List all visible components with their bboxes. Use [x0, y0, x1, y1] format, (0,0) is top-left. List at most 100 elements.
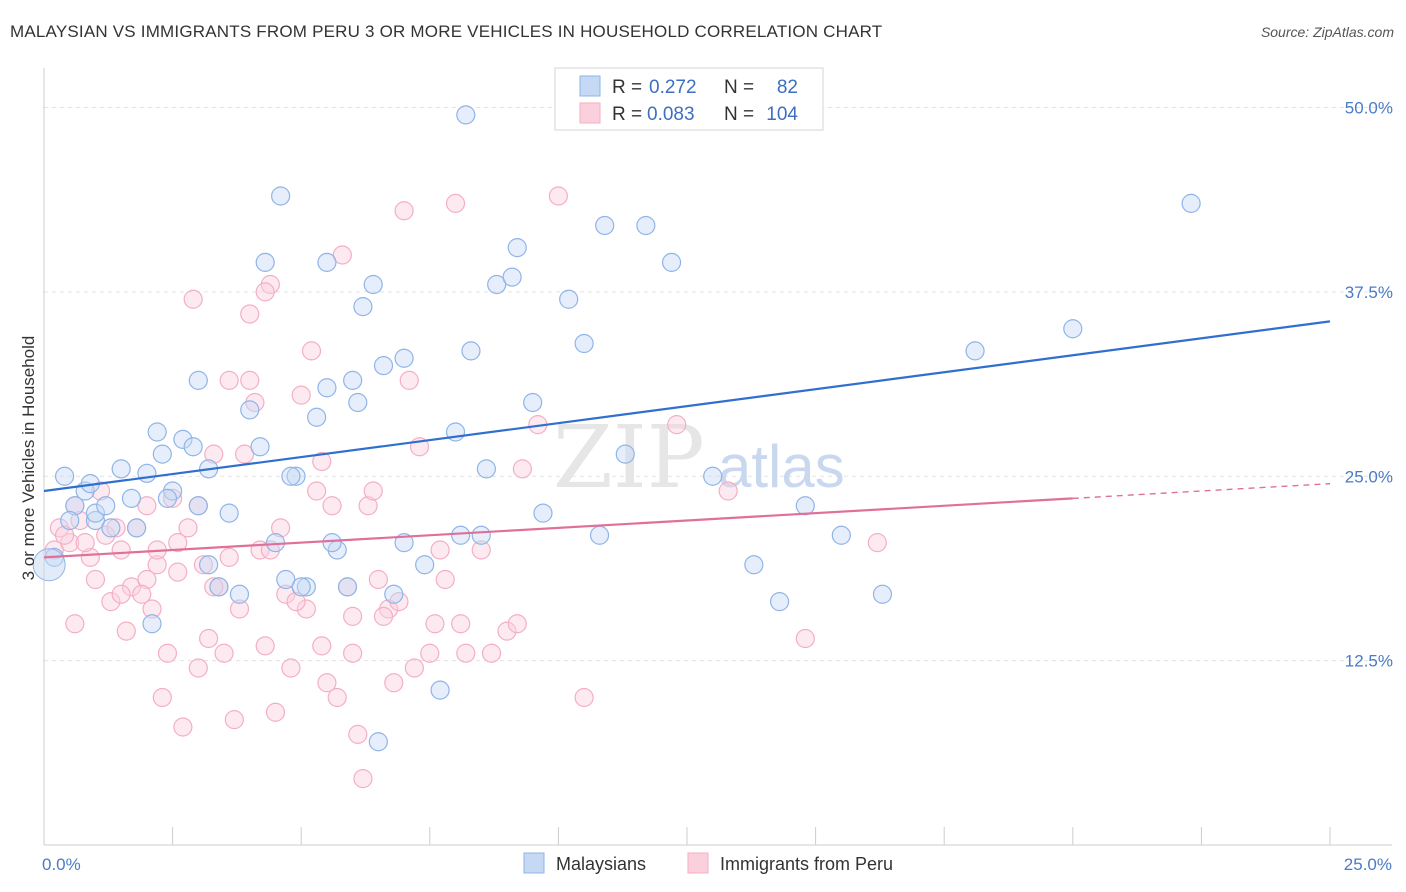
malaysian-point: [276, 569, 296, 590]
malaysian-point: [769, 592, 790, 612]
peru-point: [348, 724, 368, 744]
peru-point: [307, 481, 327, 501]
peru-point: [271, 518, 291, 538]
malaysian-point: [661, 252, 682, 272]
legend-n-label-1: N =: [724, 77, 754, 98]
malaysian-point: [487, 274, 507, 295]
malaysian-point: [394, 533, 414, 553]
peru-point: [142, 599, 162, 619]
peru-point: [70, 510, 90, 531]
malaysian-point: [96, 496, 116, 516]
peru-point: [867, 533, 887, 553]
peru-point: [353, 769, 373, 789]
peru-point: [255, 636, 275, 656]
malaysian-point: [507, 238, 527, 258]
malaysian-point: [451, 525, 471, 545]
malaysian-point: [595, 215, 615, 236]
malaysian-point: [373, 356, 394, 376]
x-tick-label-max: 25.0%: [1344, 855, 1392, 874]
malaysian-point: [461, 341, 481, 361]
peru-point: [255, 282, 275, 302]
peru-point: [163, 488, 183, 508]
peru-point: [373, 606, 394, 626]
peru-point: [137, 569, 157, 590]
peru-point: [512, 459, 532, 479]
peru-point: [317, 673, 337, 693]
watermark-atlas: atlas: [718, 433, 845, 500]
malaysian-point: [296, 577, 316, 597]
malaysian-point: [65, 496, 85, 516]
peru-point: [183, 289, 203, 309]
malaysian-point: [317, 378, 337, 398]
legend-swatch-peru: [579, 102, 601, 124]
malaysian-point: [415, 555, 435, 575]
trend-line-peru: [43, 497, 1073, 559]
malaysian-point: [265, 533, 286, 553]
malaysian-point: [533, 503, 553, 523]
malaysian-point: [85, 503, 106, 523]
peru-point: [240, 304, 260, 324]
peru-point: [667, 415, 687, 435]
malaysian-point: [250, 437, 270, 457]
legend-r-value-2: 0.083: [647, 104, 695, 125]
y-tick-label: 37.5%: [1345, 283, 1393, 302]
malaysian-point: [703, 466, 723, 486]
peru-point: [301, 341, 322, 361]
malaysian-point: [307, 407, 327, 427]
axes: [43, 68, 1392, 846]
peru-point: [229, 599, 250, 619]
malaysian-point: [157, 488, 178, 508]
peru-point: [193, 555, 214, 575]
peru-point: [178, 518, 198, 538]
peru-point: [312, 451, 332, 472]
malaysian-point: [271, 186, 291, 206]
gridlines: [44, 107, 1392, 662]
peru-point: [132, 584, 152, 604]
peru-point: [106, 518, 126, 538]
malaysian-point: [209, 577, 229, 597]
bottom-legend-swatch-malaysians: [523, 852, 545, 874]
peru-point: [291, 385, 311, 405]
peru-point: [332, 245, 352, 265]
source-credit: Source: ZipAtlas.com: [1260, 24, 1394, 40]
malaysian-point: [291, 577, 311, 597]
peru-point: [65, 614, 85, 634]
malaysian-point: [152, 444, 172, 464]
peru-point: [240, 370, 260, 390]
peru-point: [152, 687, 172, 708]
peru-point: [90, 481, 111, 501]
y-tick-labels: 12.5% 25.0% 37.5% 50.0%: [1345, 99, 1393, 671]
malaysian-point: [137, 463, 157, 483]
peru-point: [548, 186, 569, 206]
malaysian-point: [101, 518, 121, 538]
malaysian-point: [523, 392, 543, 413]
malaysian-point: [85, 510, 106, 531]
peru-point: [368, 569, 388, 590]
peru-point: [384, 673, 404, 693]
peru-point: [85, 569, 106, 590]
malaysian-point: [502, 267, 522, 287]
peru-point: [121, 577, 142, 597]
peru-point: [235, 444, 255, 464]
malaysian-point: [60, 510, 80, 531]
malaysian-point: [188, 370, 208, 390]
y-tick-label: 50.0%: [1345, 99, 1393, 118]
bottom-legend-malaysians: Malaysians: [556, 854, 646, 874]
legend-r-label-2: R =: [612, 104, 642, 125]
peru-point: [343, 606, 363, 626]
peru-point: [219, 370, 239, 390]
malaysian-point: [384, 584, 404, 604]
legend-n-value-1: 82: [777, 77, 798, 98]
series-malaysians-points: [32, 105, 1201, 752]
peru-point: [718, 481, 738, 501]
malaysian-point: [337, 577, 358, 597]
malaysian-point: [142, 614, 162, 634]
malaysian-point: [317, 252, 337, 272]
peru-point: [281, 658, 301, 678]
peru-point: [471, 540, 491, 560]
peru-point: [363, 481, 383, 501]
peru-point: [111, 540, 131, 560]
y-tick-label: 12.5%: [1345, 652, 1393, 671]
malaysian-point: [615, 444, 635, 464]
peru-point: [111, 584, 131, 604]
